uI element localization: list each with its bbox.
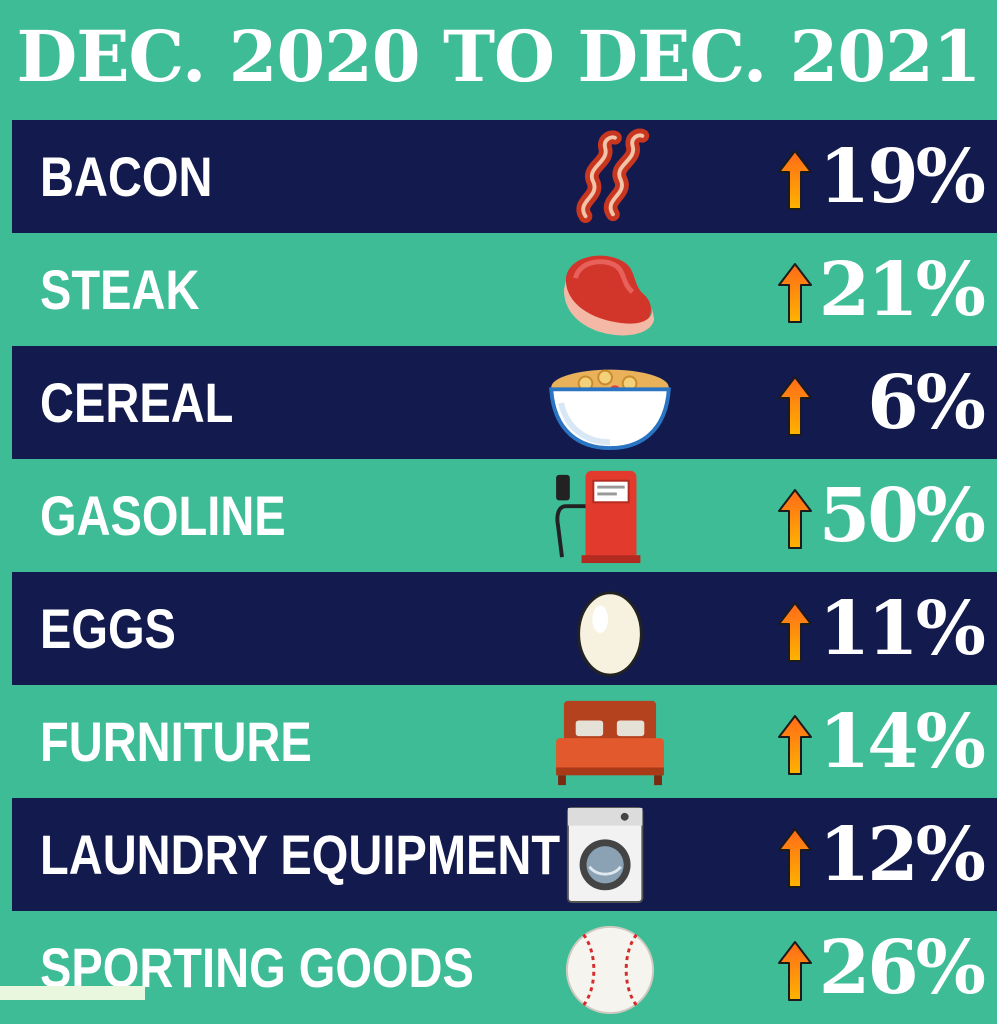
up-arrow-icon — [778, 828, 812, 888]
up-arrow-icon — [778, 489, 812, 549]
percent-change: 19% — [818, 133, 986, 220]
trend-arrow — [778, 602, 812, 662]
item-label: CEREAL — [40, 371, 234, 434]
percent-change: 26% — [818, 924, 986, 1011]
item-label: LAUNDRY EQUIPMENT — [40, 823, 561, 886]
table-row: EGGS 11% — [0, 572, 997, 685]
table-row: GASOLINE 50% — [0, 459, 997, 572]
item-label: GASOLINE — [40, 484, 286, 547]
row-band — [12, 120, 997, 233]
percent-change: 6% — [867, 359, 986, 446]
trend-arrow — [778, 828, 812, 888]
item-label: FURNITURE — [40, 710, 312, 773]
table-row: LAUNDRY EQUIPMENT 12% — [0, 798, 997, 911]
baseball-icon — [545, 919, 675, 1017]
item-label: STEAK — [40, 258, 200, 321]
trend-arrow — [778, 715, 812, 775]
table-row: SPORTING GOODS 26% — [0, 911, 997, 1024]
row-band — [12, 459, 997, 572]
egg-icon — [545, 580, 675, 678]
washing-machine-icon — [545, 806, 675, 904]
bacon-icon — [545, 128, 675, 226]
item-label: EGGS — [40, 597, 176, 660]
up-arrow-icon — [778, 150, 812, 210]
trend-arrow — [778, 150, 812, 210]
row-band — [12, 685, 997, 798]
table-row: FURNITURE 14% — [0, 685, 997, 798]
bottom-strip — [0, 986, 145, 1000]
cereal-bowl-icon — [545, 354, 675, 452]
gas-pump-icon — [545, 467, 675, 565]
up-arrow-icon — [778, 941, 812, 1001]
trend-arrow — [778, 941, 812, 1001]
table-row: CEREAL 6% — [0, 346, 997, 459]
percent-change: 14% — [818, 698, 986, 785]
up-arrow-icon — [778, 376, 812, 436]
item-label: SPORTING GOODS — [40, 936, 474, 999]
up-arrow-icon — [778, 263, 812, 323]
up-arrow-icon — [778, 602, 812, 662]
item-label: BACON — [40, 145, 213, 208]
row-band — [12, 346, 997, 459]
trend-arrow — [778, 489, 812, 549]
table-row: BACON 19% — [0, 120, 997, 233]
up-arrow-icon — [778, 715, 812, 775]
percent-change: 12% — [818, 811, 986, 898]
table-row: STEAK 21% — [0, 233, 997, 346]
steak-icon — [545, 241, 675, 339]
row-band — [12, 798, 997, 911]
percent-change: 11% — [818, 585, 986, 672]
row-band — [12, 572, 997, 685]
row-band — [12, 233, 997, 346]
bed-icon — [545, 693, 675, 791]
percent-change: 21% — [818, 246, 986, 333]
chart-title: DEC. 2020 TO DEC. 2021 — [16, 14, 981, 98]
trend-arrow — [778, 263, 812, 323]
trend-arrow — [778, 376, 812, 436]
percent-change: 50% — [818, 472, 986, 559]
